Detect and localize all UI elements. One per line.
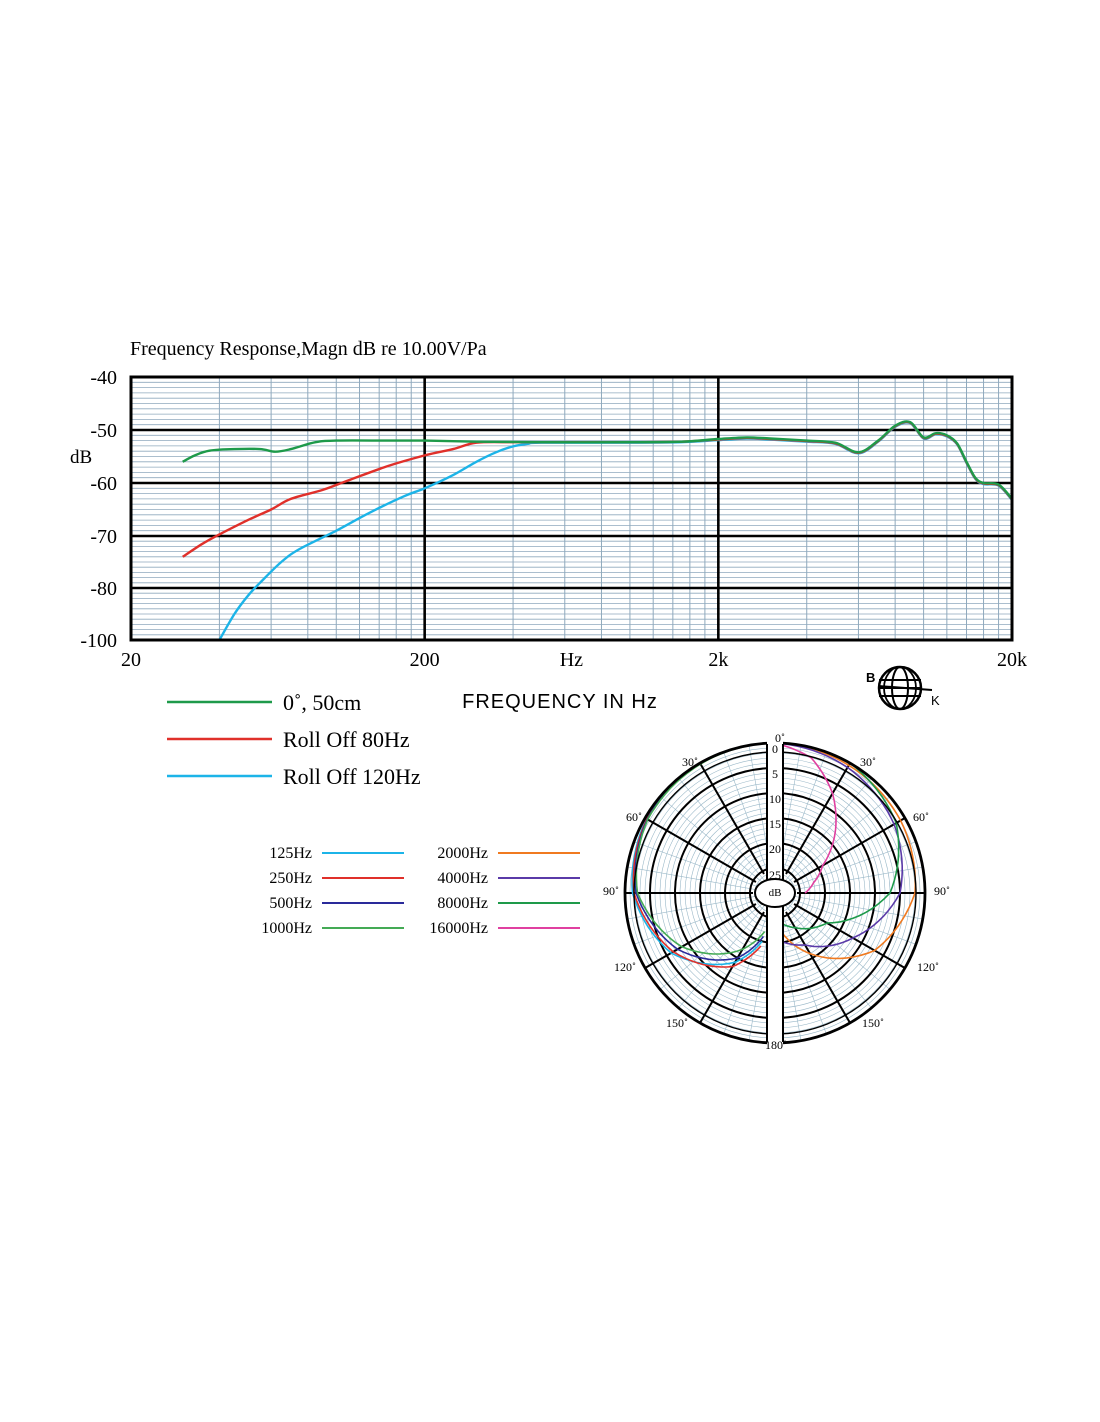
polar-angle-label: 150˚ xyxy=(666,1016,688,1030)
x-axis-label: FREQUENCY IN Hz xyxy=(462,691,658,713)
polar-frame xyxy=(623,737,927,1049)
y-axis-label: dB xyxy=(70,447,92,468)
y-tick-label: -100 xyxy=(80,630,117,652)
x-tick-label: 2k xyxy=(708,649,728,671)
polar-series-line xyxy=(774,742,917,960)
polar-spoke-major xyxy=(785,762,851,875)
polar-r-label: 20 xyxy=(769,842,781,856)
polar-angle-label: 120˚ xyxy=(614,960,636,974)
logo-letter-right: K xyxy=(931,693,940,708)
polar-angle-label: 60˚ xyxy=(913,810,929,824)
polar-legend-label: 2000Hz xyxy=(437,845,488,862)
polar-legend-label: 250Hz xyxy=(269,870,312,887)
polar-legend-label: 125Hz xyxy=(269,845,312,862)
polar-angle-label: 90˚ xyxy=(603,884,619,898)
chart-title: Frequency Response,Magn dB re 10.00V/Pa xyxy=(130,338,487,360)
polar-angle-label: 30˚ xyxy=(682,755,698,769)
polar-spoke-major xyxy=(644,903,757,969)
polar-r-label: 0 xyxy=(772,742,778,756)
chart-frame xyxy=(129,375,1014,642)
polar-center-hole xyxy=(754,878,796,908)
y-tick-label: -40 xyxy=(90,367,117,389)
polar-angle-label: 0˚ xyxy=(775,731,785,745)
polar-legend: 125Hz 250Hz 500Hz 1000Hz 2000Hz 4000Hz 8000Hz 1… xyxy=(261,845,580,937)
x-tick-label: 200 xyxy=(410,649,440,671)
frequency-response-chart: Frequency Response,Magn dB re 10.00V/Pa … xyxy=(70,338,1027,789)
polar-angle-label: 150˚ xyxy=(862,1016,884,1030)
x-tick-label: Hz xyxy=(560,649,583,671)
series-line xyxy=(218,421,1013,641)
series-line xyxy=(182,420,1013,500)
polar-r-label: 10 xyxy=(769,792,781,806)
chart-series xyxy=(182,420,1013,641)
polar-angle-label: 90˚ xyxy=(934,884,950,898)
polar-legend-label: 16000Hz xyxy=(429,920,488,937)
polar-spoke-major xyxy=(699,911,765,1024)
polar-angle-label: 180˚ xyxy=(765,1038,787,1052)
polar-labels: 0 5 10 15 20 25 dB 0˚ 30˚ 30˚ 60˚ 60˚ 90˚ 90˚ 120˚ 120˚… xyxy=(603,731,950,1052)
polar-series-line xyxy=(774,742,837,894)
polar-spoke-major xyxy=(785,911,851,1024)
legend-label: 0˚, 50cm xyxy=(283,690,361,715)
polar-spoke-major xyxy=(699,762,765,875)
polar-pattern-chart: 0 5 10 15 20 25 dB 0˚ 30˚ 30˚ 60˚ 60˚ 90˚ 90˚ 120˚ 120˚… xyxy=(261,731,950,1052)
y-tick-label: -80 xyxy=(90,578,117,600)
polar-legend-label: 1000Hz xyxy=(261,920,312,937)
polar-angle-label: 30˚ xyxy=(860,755,876,769)
polar-spoke-major xyxy=(644,817,757,883)
polar-legend-label: 500Hz xyxy=(269,895,312,912)
logo-bar xyxy=(877,685,933,691)
y-tick-labels: -40 -50 -60 -70 -80 -100 xyxy=(80,367,117,652)
logo-letter-left: B xyxy=(866,670,875,685)
chart-grid xyxy=(131,375,1012,642)
polar-spoke-major xyxy=(793,903,906,969)
legend-label: Roll Off 80Hz xyxy=(283,727,410,752)
y-tick-label: -50 xyxy=(90,420,117,442)
polar-r-unit: dB xyxy=(769,887,782,899)
chart-legend: 0˚, 50cm Roll Off 80Hz Roll Off 120Hz xyxy=(167,690,421,789)
polar-angle-label: 60˚ xyxy=(626,810,642,824)
legend-label: Roll Off 120Hz xyxy=(283,764,421,789)
polar-spoke-major xyxy=(793,817,906,883)
y-tick-label: -60 xyxy=(90,473,117,495)
polar-legend-label: 8000Hz xyxy=(437,895,488,912)
x-tick-label: 20 xyxy=(121,649,141,671)
x-tick-labels: 20 200 Hz 2k 20k xyxy=(121,649,1027,671)
x-tick-label: 20k xyxy=(997,649,1027,671)
polar-r-label: 25 xyxy=(769,868,781,882)
polar-angle-label: 120˚ xyxy=(917,960,939,974)
polar-legend-label: 4000Hz xyxy=(437,870,488,887)
polar-r-label: 15 xyxy=(769,817,781,831)
polar-r-label: 5 xyxy=(772,767,778,781)
y-tick-label: -70 xyxy=(90,526,117,548)
polar-series-line xyxy=(774,742,903,948)
bk-logo: B K xyxy=(866,665,940,711)
